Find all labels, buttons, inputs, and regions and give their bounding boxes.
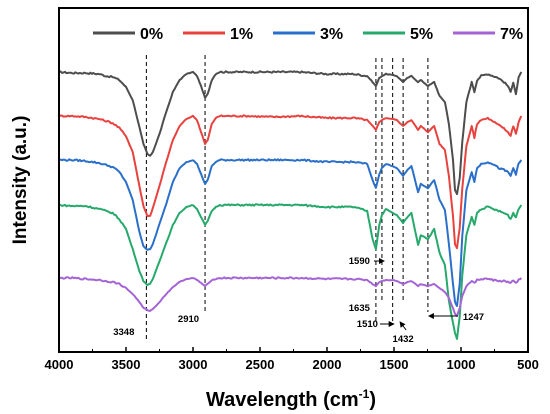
x-tick-label-500: 500 bbox=[517, 357, 539, 372]
x-axis-ticks: 4000 3500 3000 2500 2000 1500 1000 500 bbox=[45, 347, 539, 372]
x-tick-label-2500: 2500 bbox=[246, 357, 275, 372]
legend: 0% 1% 3% 5% 7% bbox=[93, 26, 523, 43]
peak-annotations: 3348 2910 1590 1635 1510 1432 1247 bbox=[113, 256, 484, 345]
annotation-1635: 1635 bbox=[349, 303, 371, 314]
series-group bbox=[58, 70, 523, 340]
annotation-1432: 1432 bbox=[393, 334, 414, 345]
series-line-0pct bbox=[59, 70, 523, 196]
arrow-1432 bbox=[399, 321, 407, 331]
x-tick-label-1000: 1000 bbox=[447, 357, 476, 372]
x-tick-label-3500: 3500 bbox=[112, 357, 141, 372]
legend-label-0pct: 0% bbox=[140, 26, 163, 43]
x-axis-title-sup: -1 bbox=[359, 387, 370, 401]
legend-label-5pct: 5% bbox=[410, 26, 433, 43]
x-tick-label-2000: 2000 bbox=[313, 357, 342, 372]
x-tick-label-3000: 3000 bbox=[179, 357, 208, 372]
reference-lines bbox=[145, 55, 429, 342]
series-line-1pct bbox=[58, 114, 523, 250]
x-axis-title-end: ) bbox=[369, 389, 376, 411]
x-axis-title: Wavelength (cm-1) bbox=[206, 387, 376, 411]
legend-label-3pct: 3% bbox=[320, 26, 343, 43]
annotation-1590: 1590 bbox=[349, 256, 370, 267]
series-line-7pct bbox=[58, 276, 523, 317]
annotation-1510: 1510 bbox=[357, 319, 378, 330]
annotation-3348: 3348 bbox=[113, 327, 134, 338]
series-line-5pct bbox=[58, 203, 523, 340]
annotation-1247: 1247 bbox=[463, 312, 484, 323]
legend-label-1pct: 1% bbox=[230, 26, 253, 43]
x-tick-label-4000: 4000 bbox=[45, 357, 74, 372]
x-axis-title-main: Wavelength (cm bbox=[206, 389, 359, 411]
x-tick-label-1500: 1500 bbox=[380, 357, 409, 372]
series-line-3pct bbox=[58, 158, 523, 307]
y-axis-title: Intensity (a.u.) bbox=[10, 116, 31, 245]
legend-label-7pct: 7% bbox=[500, 26, 523, 43]
annotation-2910: 2910 bbox=[178, 314, 199, 325]
